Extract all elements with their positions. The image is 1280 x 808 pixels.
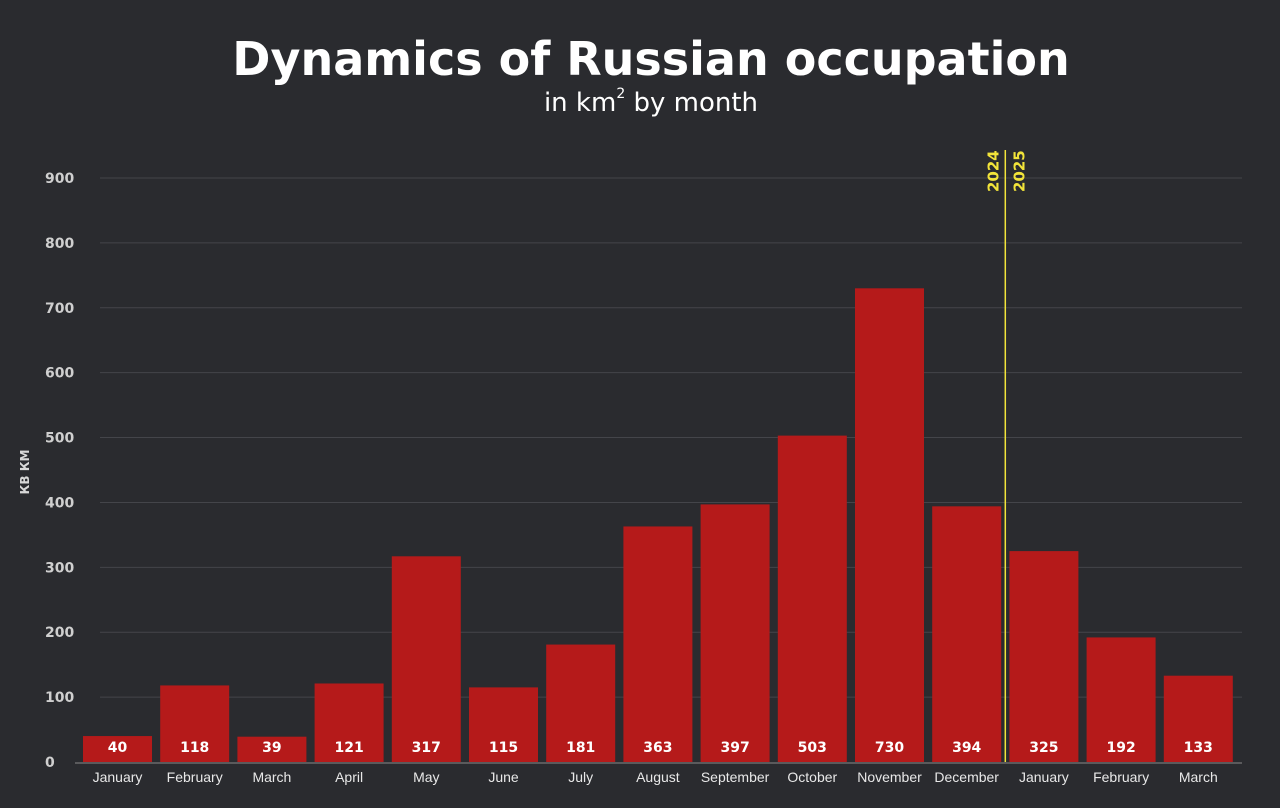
- subtitle-superscript: 2: [616, 86, 626, 102]
- y-axis-label: КВ КМ: [18, 450, 32, 495]
- subtitle-suffix: by month: [625, 88, 759, 118]
- bar-value-label: 397: [720, 740, 749, 756]
- y-tick-label: 400: [45, 495, 74, 511]
- y-tick-label: 100: [45, 690, 74, 706]
- y-axis-ticks: 0 100 200 300 400 500 600 700 800 900: [45, 171, 74, 771]
- x-tick-label: June: [488, 769, 519, 785]
- y-tick-label: 800: [45, 236, 74, 252]
- y-tick-label: 0: [45, 755, 55, 771]
- bar-value-label: 325: [1029, 740, 1058, 756]
- bar-april-3: [314, 683, 384, 762]
- bar-august-7: [623, 526, 693, 762]
- bar-july-6: [546, 644, 616, 762]
- bar-value-label: 730: [875, 740, 904, 756]
- bar-value-label: 317: [412, 740, 441, 756]
- bar-value-label: 40: [108, 740, 128, 756]
- y-tick-label: 900: [45, 171, 74, 187]
- bars: 40 118 39 121 317 115 181 363 397 503 730 394 325 192…: [83, 288, 1233, 762]
- bar-value-label: 192: [1106, 740, 1135, 756]
- bar-value-label: 39: [262, 740, 281, 756]
- x-tick-label: October: [787, 769, 837, 785]
- x-tick-label: September: [701, 769, 770, 785]
- bar-value-label: 363: [643, 740, 672, 756]
- bar-february-1: [160, 685, 230, 762]
- y-tick-label: 500: [45, 431, 74, 447]
- x-tick-label: July: [568, 769, 593, 785]
- x-tick-label: May: [413, 769, 439, 785]
- year-divider: 2024 2025: [984, 150, 1028, 762]
- x-tick-label: January: [93, 769, 143, 785]
- x-tick-label: February: [1093, 769, 1149, 785]
- bar-november-10: [855, 288, 924, 762]
- y-tick-label: 300: [45, 560, 74, 576]
- x-axis-ticks: January February March April May June July Augu…: [93, 769, 1218, 785]
- y-tick-label: 700: [45, 301, 74, 317]
- subtitle-prefix: in km: [543, 88, 617, 118]
- y-tick-label: 600: [45, 366, 74, 382]
- year-label-2024: 2024: [984, 150, 1002, 192]
- bar-february-13: [1086, 637, 1156, 762]
- year-label-2025: 2025: [1010, 150, 1028, 192]
- bar-january-12: [1009, 551, 1079, 762]
- bar-value-label: 133: [1184, 740, 1213, 756]
- x-tick-label: January: [1019, 769, 1069, 785]
- bar-value-label: 181: [566, 740, 595, 756]
- bar-value-label: 503: [798, 740, 827, 756]
- x-tick-label: February: [167, 769, 223, 785]
- bar-march-2: [237, 736, 307, 762]
- y-tick-label: 200: [45, 625, 74, 641]
- chart-subtitle: in km2 by month: [0, 86, 1280, 118]
- chart-title: Dynamics of Russian occupation: [232, 32, 1070, 86]
- bar-may-4: [391, 556, 461, 762]
- bar-march-14: [1163, 675, 1233, 762]
- bar-september-8: [700, 504, 770, 762]
- bar-june-5: [469, 687, 538, 762]
- bar-december-11: [932, 506, 1002, 762]
- bar-value-label: 394: [952, 740, 981, 756]
- x-tick-label: March: [1179, 769, 1218, 785]
- x-tick-label: December: [934, 769, 999, 785]
- x-tick-label: March: [252, 769, 291, 785]
- bar-january-0: [83, 736, 152, 762]
- x-tick-label: November: [857, 769, 922, 785]
- bar-value-label: 115: [489, 740, 518, 756]
- bar-value-label: 121: [334, 740, 363, 756]
- x-tick-label: April: [335, 769, 363, 785]
- bar-value-label: 118: [180, 740, 209, 756]
- x-tick-label: August: [636, 769, 680, 785]
- bar-october-9: [777, 435, 847, 762]
